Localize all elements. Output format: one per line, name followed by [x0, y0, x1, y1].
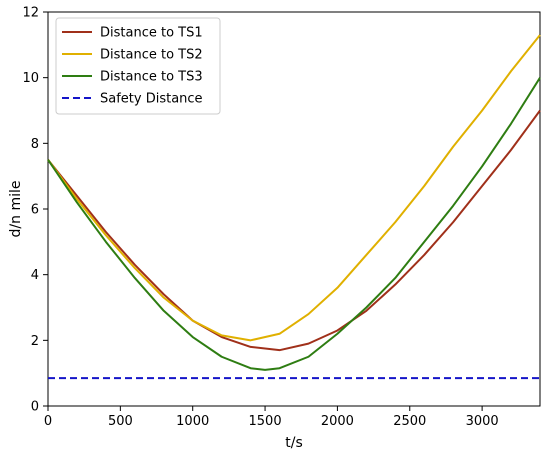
legend-entry-label: Safety Distance — [100, 92, 203, 107]
y-tick-label: 8 — [31, 137, 39, 152]
y-tick-label: 4 — [31, 268, 39, 283]
x-axis-label: t/s — [285, 435, 303, 451]
y-tick-label: 2 — [31, 334, 39, 349]
y-tick-label: 0 — [31, 400, 39, 415]
y-tick-label: 12 — [22, 6, 39, 21]
x-tick-label: 3000 — [466, 414, 499, 429]
legend-box — [55, 17, 221, 115]
series-line-2 — [47, 34, 541, 342]
x-tick-label: 0 — [44, 414, 52, 429]
legend: Distance to TS1 Distance to TS2 Distance t… — [55, 17, 221, 115]
x-tick-label: 2500 — [393, 414, 426, 429]
y-tick-label: 6 — [31, 203, 39, 218]
y-axis-label: d/n mile — [8, 181, 24, 238]
plot-area — [47, 11, 541, 407]
x-tick-label: 1000 — [176, 414, 209, 429]
series-line-3 — [47, 77, 541, 371]
legend-entry-label: Distance to TS1 — [100, 26, 203, 41]
axis-ticks: 0 500 1000 1500 2000 2500 3000 0 2 4 6 8 10 12 — [22, 6, 498, 430]
x-tick-label: 500 — [108, 414, 133, 429]
x-tick-label: 2000 — [321, 414, 354, 429]
legend-entry-label: Distance to TS2 — [100, 48, 203, 63]
y-tick-label: 10 — [22, 71, 39, 86]
x-tick-label: 1500 — [249, 414, 282, 429]
legend-entry-label: Distance to TS3 — [100, 70, 203, 85]
series-line-1 — [47, 109, 541, 352]
